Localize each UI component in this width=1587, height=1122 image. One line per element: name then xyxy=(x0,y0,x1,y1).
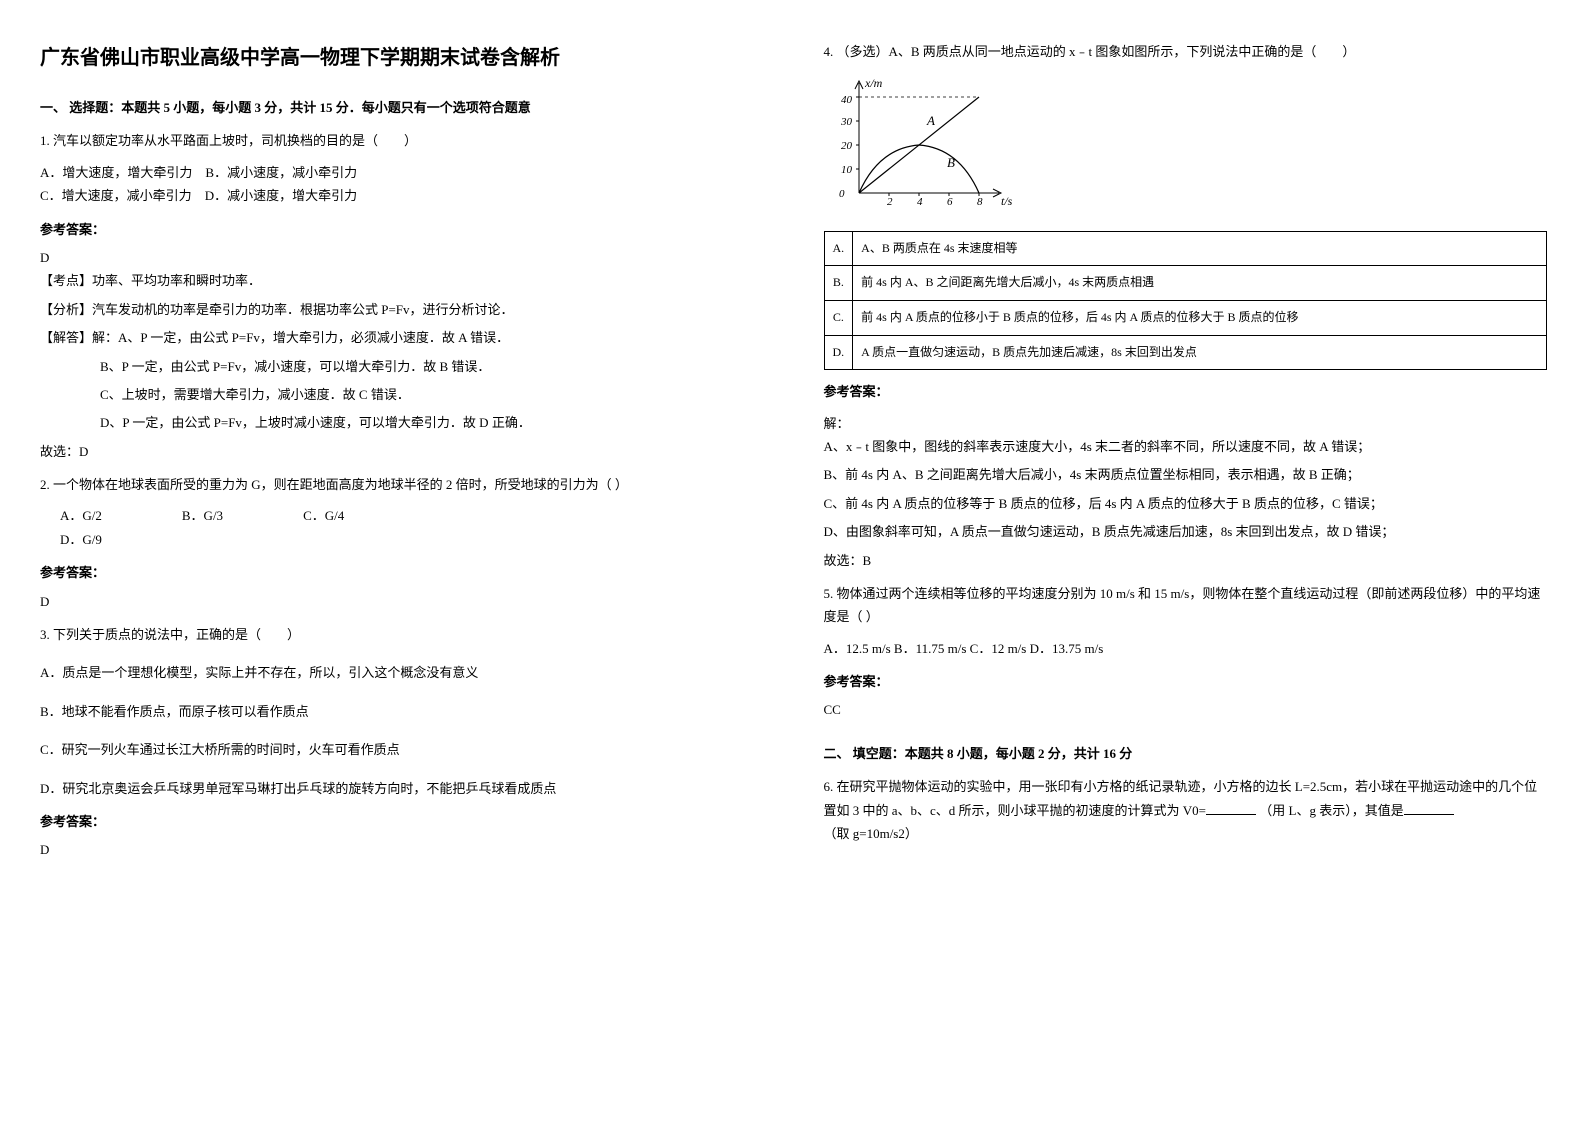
q5-ans-label: 参考答案： xyxy=(824,670,1548,693)
svg-text:8: 8 xyxy=(977,196,983,208)
q1-analysis-4: B、P 一定，由公式 P=Fv，减小速度，可以增大牵引力．故 B 错误． xyxy=(100,355,764,378)
q4-rowB-text: 前 4s 内 A、B 之间距离先增大后减小，4s 末两质点相遇 xyxy=(853,266,1547,301)
q1-text: 1. 汽车以额定功率从水平路面上坡时，司机换档的目的是（ ） xyxy=(40,129,764,152)
svg-text:6: 6 xyxy=(947,196,953,208)
q3-opt-c: C．研究一列火车通过长江大桥所需的时间时，火车可看作质点 xyxy=(40,738,764,761)
q1-analysis-6: D、P 一定，由公式 P=Fv，上坡时减小速度，可以增大牵引力．故 D 正确． xyxy=(100,411,764,434)
q4-line1: A、x﹣t 图象中，图线的斜率表示速度大小，4s 末二者的斜率不同，所以速度不同… xyxy=(824,435,1548,458)
svg-text:4: 4 xyxy=(917,196,923,208)
q1-analysis-2: 【分析】汽车发动机的功率是牵引力的功率．根据功率公式 P=Fv，进行分析讨论． xyxy=(40,298,764,321)
q3-text: 3. 下列关于质点的说法中，正确的是（ ） xyxy=(40,623,764,646)
q4-rowA-label: A. xyxy=(824,231,853,266)
q2-text: 2. 一个物体在地球表面所受的重力为 G，则在距地面高度为地球半径的 2 倍时，… xyxy=(40,473,764,496)
q4-chart: x/m t/s 0 10 20 30 40 2 4 6 8 xyxy=(824,73,1548,220)
q4-rowA-text: A、B 两质点在 4s 末速度相等 xyxy=(853,231,1547,266)
q4-line5: 故选：B xyxy=(824,549,1548,572)
q4-ans-label: 参考答案： xyxy=(824,380,1548,403)
q3-ans-label: 参考答案： xyxy=(40,810,764,833)
q4-line3: C、前 4s 内 A 质点的位移等于 B 质点的位移，后 4s 内 A 质点的位… xyxy=(824,492,1548,515)
q1-options-cd: C．增大速度，减小牵引力 D．减小速度，增大牵引力 xyxy=(40,184,764,207)
q3-opt-a: A．质点是一个理想化模型，实际上并不存在，所以，引入这个概念没有意义 xyxy=(40,661,764,684)
q2-options-abc: A．G/2 B．G/3 C．G/4 xyxy=(60,504,764,527)
svg-text:t/s: t/s xyxy=(1001,194,1013,208)
svg-text:2: 2 xyxy=(887,196,893,208)
q4-rowC-text: 前 4s 内 A 质点的位移小于 B 质点的位移，后 4s 内 A 质点的位移大… xyxy=(853,300,1547,335)
svg-text:40: 40 xyxy=(841,94,853,106)
q6-text: 6. 在研究平抛物体运动的实验中，用一张印有小方格的纸记录轨迹，小方格的边长 L… xyxy=(824,775,1548,845)
q4-rowB-label: B. xyxy=(824,266,853,301)
q4-rowD-label: D. xyxy=(824,335,853,370)
left-column: 广东省佛山市职业高级中学高一物理下学期期末试卷含解析 一、 选择题：本题共 5 … xyxy=(40,40,764,862)
right-column: 4. （多选）A、B 两质点从同一地点运动的 x﹣t 图象如图所示，下列说法中正… xyxy=(824,40,1548,862)
q2-ans: D xyxy=(40,590,764,613)
q4-line4: D、由图象斜率可知，A 质点一直做匀速运动，B 质点先减速后加速，8s 末回到出… xyxy=(824,520,1548,543)
q5-text: 5. 物体通过两个连续相等位移的平均速度分别为 10 m/s 和 15 m/s，… xyxy=(824,582,1548,629)
section1-header: 一、 选择题：本题共 5 小题，每小题 3 分，共计 15 分．每小题只有一个选… xyxy=(40,96,764,119)
q4-text: 4. （多选）A、B 两质点从同一地点运动的 x﹣t 图象如图所示，下列说法中正… xyxy=(824,40,1548,63)
section2-header: 二、 填空题：本题共 8 小题，每小题 2 分，共计 16 分 xyxy=(824,742,1548,765)
q1-ans-label: 参考答案： xyxy=(40,218,764,241)
q3-ans: D xyxy=(40,838,764,861)
q2-ans-label: 参考答案： xyxy=(40,561,764,584)
q1-analysis-1: 【考点】功率、平均功率和瞬时功率． xyxy=(40,269,764,292)
q1-options-ab: A．增大速度，增大牵引力 B．减小速度，减小牵引力 xyxy=(40,161,764,184)
q4-options-table: A.A、B 两质点在 4s 末速度相等 B.前 4s 内 A、B 之间距离先增大… xyxy=(824,231,1548,370)
q5-ans: CC xyxy=(824,698,1548,721)
q5-options: A．12.5 m/s B．11.75 m/s C．12 m/s D．13.75 … xyxy=(824,637,1548,660)
q1-ans: D xyxy=(40,246,764,269)
svg-text:A: A xyxy=(926,113,935,128)
svg-text:20: 20 xyxy=(841,140,853,152)
q1-analysis-5: C、上坡时，需要增大牵引力，减小速度．故 C 错误． xyxy=(100,383,764,406)
q1-analysis-3: 【解答】解：A、P 一定，由公式 P=Fv，增大牵引力，必须减小速度．故 A 错… xyxy=(40,326,764,349)
svg-text:B: B xyxy=(947,155,955,170)
q3-opt-d: D．研究北京奥运会乒乓球男单冠军马琳打出乒乓球的旋转方向时，不能把乒乓球看成质点 xyxy=(40,777,764,800)
svg-text:0: 0 xyxy=(839,188,845,200)
q4-rowC-label: C. xyxy=(824,300,853,335)
svg-text:x/m: x/m xyxy=(864,76,883,90)
q1-analysis-7: 故选：D xyxy=(40,440,764,463)
q4-line2: B、前 4s 内 A、B 之间距离先增大后减小，4s 末两质点位置坐标相同，表示… xyxy=(824,463,1548,486)
document-title: 广东省佛山市职业高级中学高一物理下学期期末试卷含解析 xyxy=(40,40,764,76)
q3-opt-b: B．地球不能看作质点，而原子核可以看作质点 xyxy=(40,700,764,723)
q4-solve-label: 解： xyxy=(824,412,1548,435)
q2-option-d: D．G/9 xyxy=(60,528,764,551)
q4-rowD-text: A 质点一直做匀速运动，B 质点先加速后减速，8s 末回到出发点 xyxy=(853,335,1547,370)
svg-text:30: 30 xyxy=(840,116,853,128)
svg-text:10: 10 xyxy=(841,164,853,176)
